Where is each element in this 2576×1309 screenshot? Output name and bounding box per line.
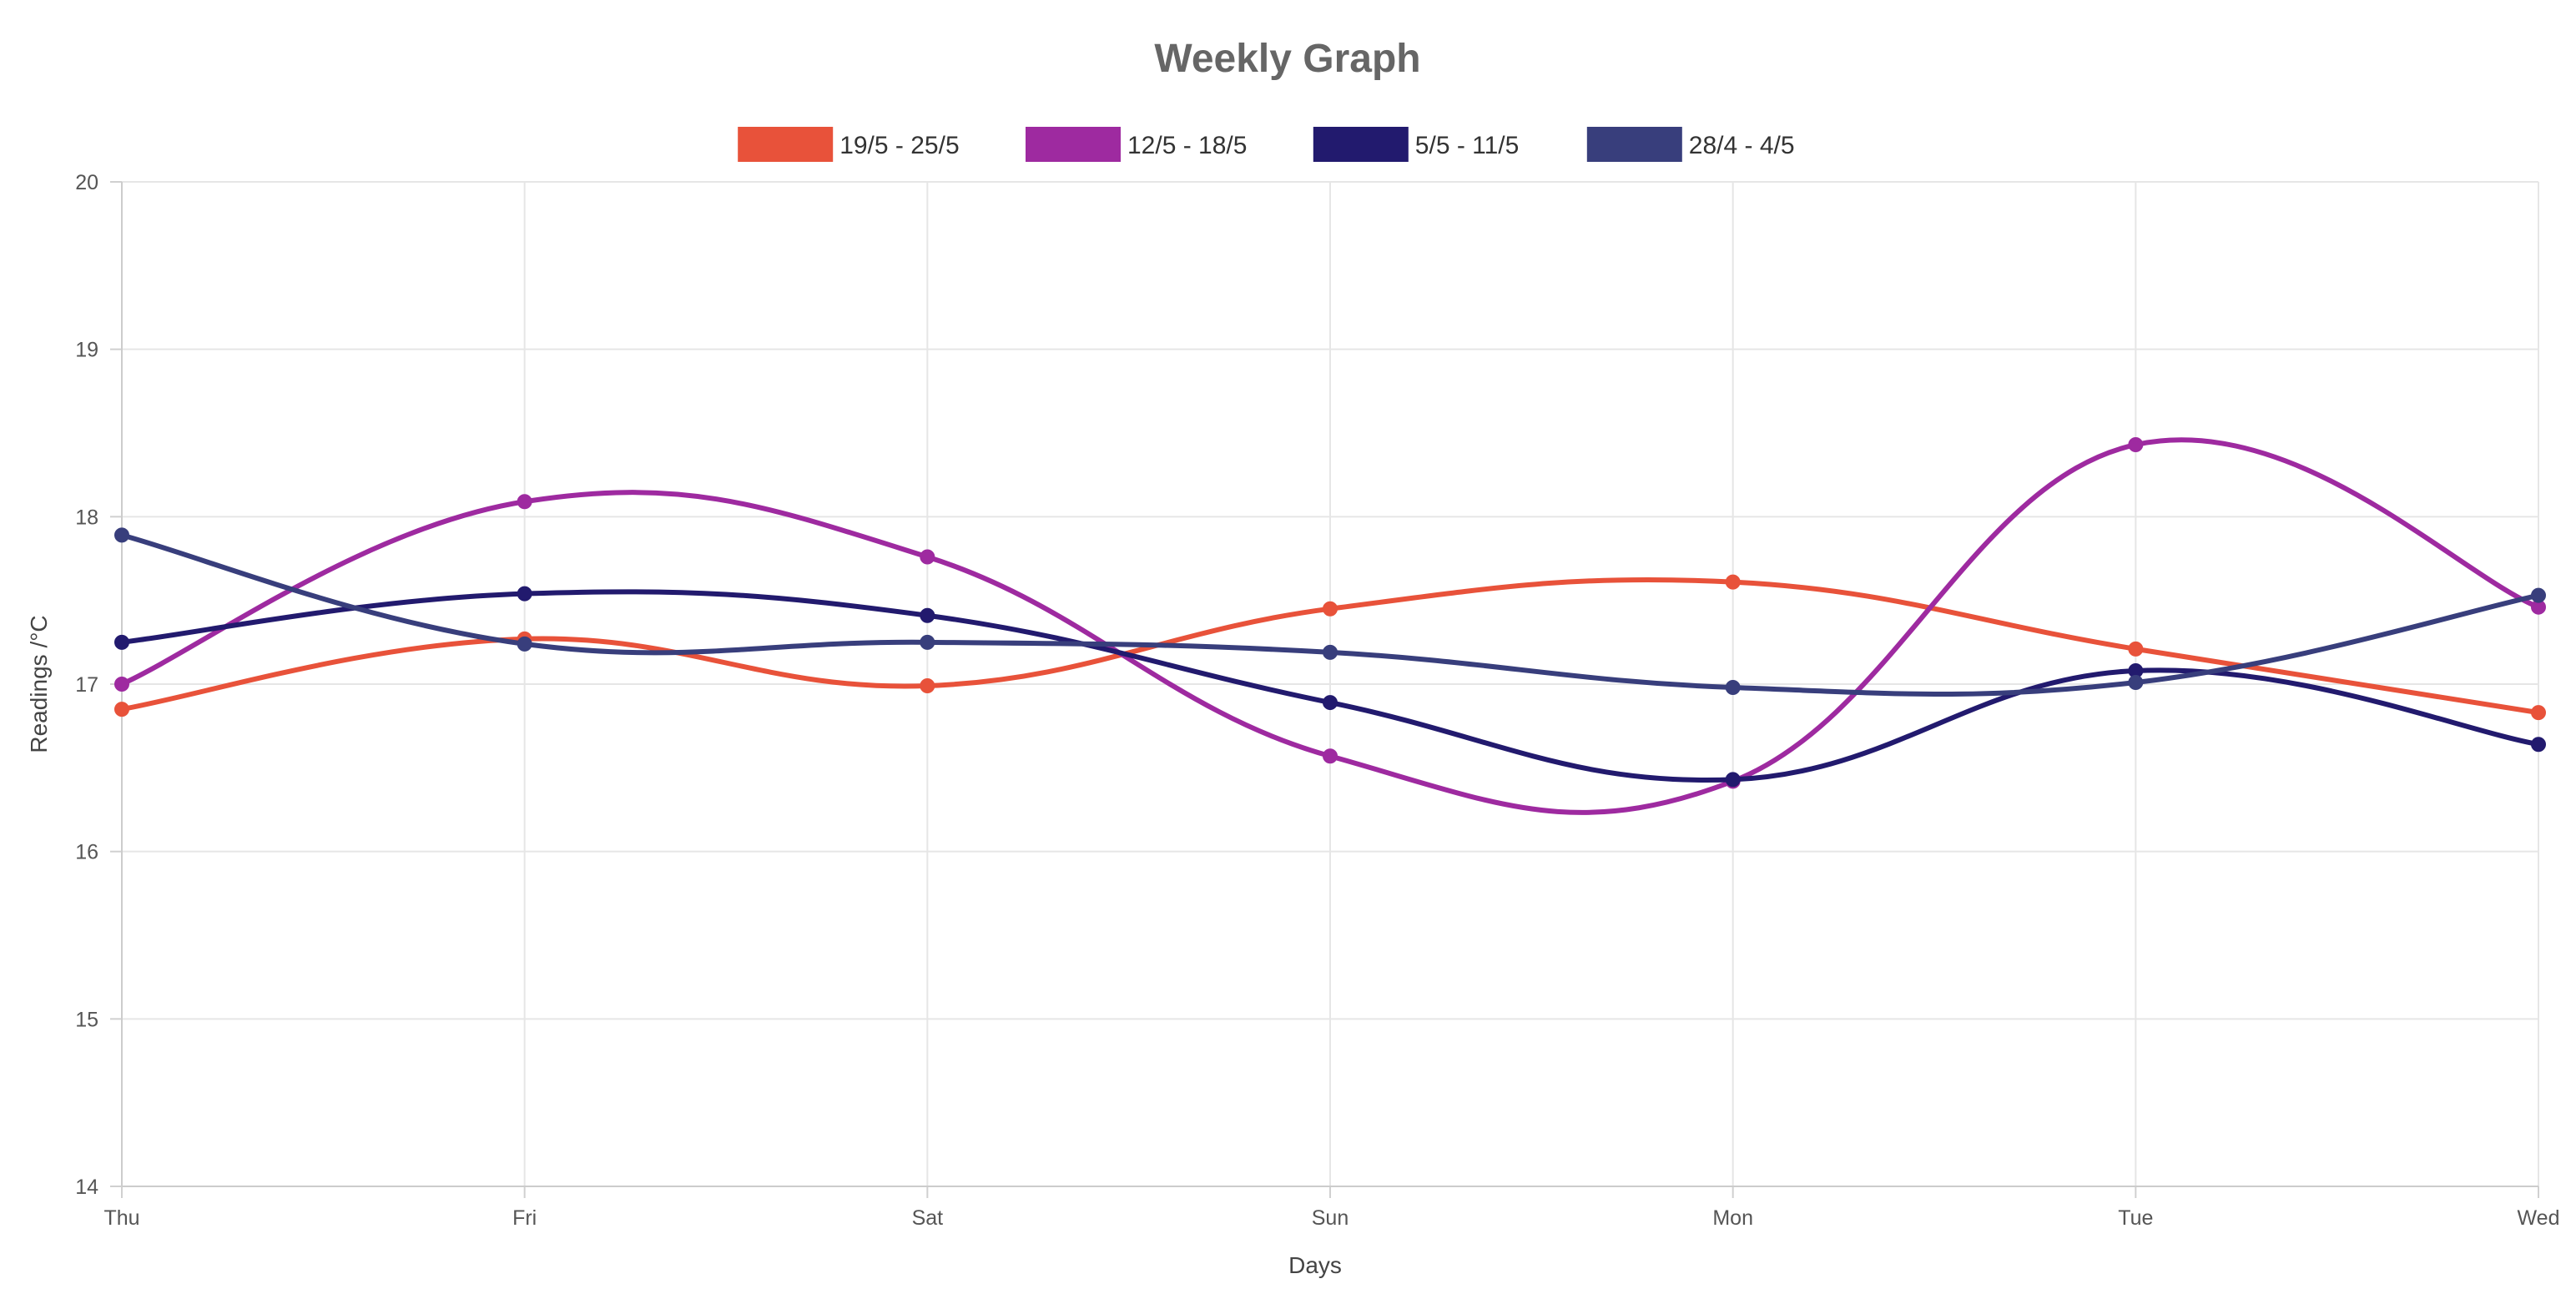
data-point[interactable] [2128, 674, 2144, 690]
data-point[interactable] [1725, 574, 1741, 590]
data-point[interactable] [920, 549, 935, 565]
chart-series [114, 437, 2546, 815]
x-tick-label: Mon [1712, 1206, 1753, 1230]
x-tick-label: Wed [2518, 1206, 2560, 1230]
x-tick-label: Sat [912, 1206, 944, 1230]
y-tick-labels: 14 15 16 17 18 19 20 [75, 171, 98, 1199]
chart-legend: 19/5 - 25/5 12/5 - 18/5 5/5 - 11/5 28/4 - 4… [738, 127, 1795, 162]
data-point[interactable] [2531, 737, 2546, 753]
x-tick-label: Thu [103, 1206, 139, 1230]
x-axis-label: Days [1288, 1252, 1342, 1278]
y-tick-label: 17 [75, 673, 98, 697]
data-point[interactable] [1323, 695, 1338, 711]
y-tick-label: 14 [75, 1176, 98, 1199]
x-tick-label: Sun [1312, 1206, 1348, 1230]
legend-swatch [738, 127, 834, 162]
data-point[interactable] [2128, 437, 2144, 453]
x-tick-label: Fri [512, 1206, 537, 1230]
data-point[interactable] [1725, 680, 1741, 696]
data-point[interactable] [517, 586, 532, 602]
data-point[interactable] [920, 634, 935, 650]
legend-label: 12/5 - 18/5 [1127, 132, 1247, 159]
legend-label: 5/5 - 11/5 [1415, 132, 1520, 159]
series-3 [114, 586, 2546, 788]
legend-item[interactable]: 12/5 - 18/5 [1026, 127, 1247, 162]
data-point[interactable] [1323, 644, 1338, 660]
legend-label: 28/4 - 4/5 [1689, 132, 1795, 159]
y-tick-label: 20 [75, 171, 98, 194]
data-point[interactable] [1323, 748, 1338, 764]
x-tick-labels: Thu Fri Sat Sun Mon Tue Wed [103, 1206, 2559, 1230]
y-tick-label: 18 [75, 506, 98, 529]
series-2 [114, 437, 2546, 815]
data-point[interactable] [920, 607, 935, 623]
chart-axes [110, 181, 2539, 1198]
y-axis-label: Readings /°C [26, 615, 52, 753]
legend-item[interactable]: 5/5 - 11/5 [1313, 127, 1520, 162]
legend-item[interactable]: 28/4 - 4/5 [1586, 127, 1795, 162]
legend-label: 19/5 - 25/5 [839, 132, 959, 159]
data-point[interactable] [1725, 772, 1741, 788]
y-tick-label: 15 [75, 1008, 98, 1031]
data-point[interactable] [114, 677, 129, 692]
data-point[interactable] [114, 634, 129, 650]
chart-grid [121, 181, 2539, 1187]
data-point[interactable] [517, 636, 532, 652]
data-point[interactable] [114, 702, 129, 717]
y-tick-label: 16 [75, 841, 98, 864]
y-tick-label: 19 [75, 339, 98, 362]
series-4 [114, 527, 2546, 697]
data-point[interactable] [2531, 705, 2546, 721]
data-point[interactable] [2531, 587, 2546, 603]
x-tick-label: Tue [2118, 1206, 2153, 1230]
data-point[interactable] [2128, 641, 2144, 657]
data-point[interactable] [1323, 601, 1338, 617]
legend-item[interactable]: 19/5 - 25/5 [738, 127, 960, 162]
legend-swatch [1026, 127, 1121, 162]
legend-swatch [1586, 127, 1682, 162]
data-point[interactable] [517, 494, 532, 510]
data-point[interactable] [114, 527, 129, 543]
legend-swatch [1313, 127, 1409, 162]
data-point[interactable] [920, 678, 935, 694]
chart-title: Weekly Graph [1154, 37, 1420, 81]
